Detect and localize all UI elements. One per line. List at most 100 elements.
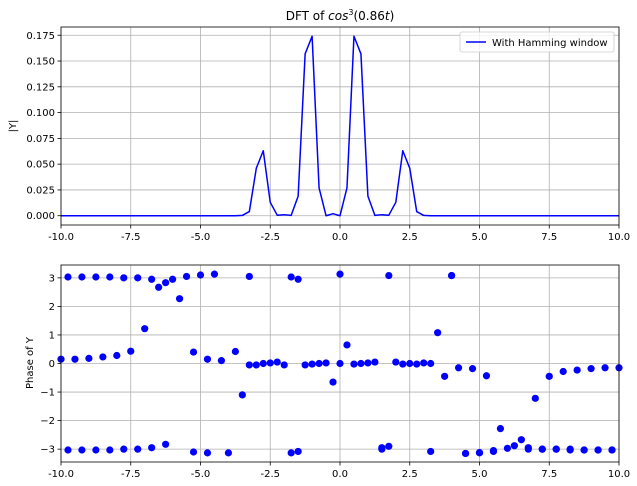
phase-point <box>336 359 344 368</box>
phase-point <box>580 446 588 454</box>
phase-point <box>287 273 295 281</box>
phase-y-tick-label: −2 <box>40 416 55 427</box>
phase-point <box>238 391 246 399</box>
phase-point <box>120 445 128 453</box>
magnitude-y-tick-label: 0.125 <box>26 82 55 93</box>
phase-point <box>210 270 219 278</box>
phase-point <box>301 361 309 369</box>
phase-point <box>106 273 114 281</box>
phase-point <box>482 372 491 380</box>
phase-point <box>545 372 553 380</box>
phase-point <box>175 295 184 303</box>
phase-point <box>64 446 72 454</box>
magnitude-chart-title: DFT of cos3(0.86t) <box>286 8 395 23</box>
phase-point <box>566 445 574 453</box>
phase-point <box>378 445 386 453</box>
magnitude-x-tick-label: 0.0 <box>332 232 348 243</box>
phase-point <box>357 359 365 368</box>
phase-point <box>608 446 616 454</box>
phase-point <box>148 444 156 452</box>
phase-point <box>294 275 302 283</box>
magnitude-y-axis-label: |Y| <box>8 120 19 133</box>
phase-plot: -10.0 -7.5 -5.0 -2.5 0.0 2.5 5.0 7.5 10.0 −3 −2 −1… <box>25 264 630 480</box>
phase-point <box>92 446 100 454</box>
phase-point <box>189 448 198 456</box>
phase-point <box>496 425 505 433</box>
phase-point <box>413 360 421 368</box>
phase-point <box>162 440 170 448</box>
phase-point <box>245 361 253 369</box>
magnitude-y-tick-label: 0.150 <box>26 57 55 68</box>
phase-point <box>468 365 477 373</box>
phase-point <box>434 329 442 337</box>
phase-y-tick-label: 3 <box>49 273 55 284</box>
phase-point <box>448 271 456 280</box>
phase-point <box>322 359 330 367</box>
phase-point <box>266 359 274 367</box>
phase-x-tick-label: 2.5 <box>402 469 418 480</box>
phase-point <box>503 444 511 452</box>
phase-point <box>427 359 435 368</box>
phase-x-ticks: -10.0 -7.5 -5.0 -2.5 0.0 2.5 5.0 7.5 10.0 <box>48 462 630 480</box>
phase-point <box>294 447 302 456</box>
phase-x-tick-label: -10.0 <box>48 469 74 480</box>
phase-point <box>343 341 351 349</box>
phase-point <box>245 272 253 281</box>
phase-point <box>336 270 344 278</box>
phase-point <box>78 273 86 281</box>
phase-point <box>273 358 281 366</box>
phase-point <box>113 351 121 360</box>
phase-point <box>169 275 177 283</box>
magnitude-x-tick-label: 5.0 <box>472 232 488 243</box>
phase-x-tick-label: -5.0 <box>191 469 211 480</box>
phase-y-tick-label: −1 <box>40 388 55 399</box>
phase-point <box>78 446 86 454</box>
phase-point <box>203 449 212 457</box>
phase-point <box>99 353 107 361</box>
phase-y-tick-label: 1 <box>49 330 55 341</box>
phase-point <box>601 364 609 372</box>
phase-point <box>420 359 428 367</box>
phase-point <box>475 448 484 457</box>
phase-x-tick-label: -7.5 <box>121 469 141 480</box>
phase-point <box>252 361 260 369</box>
phase-point <box>538 445 546 453</box>
magnitude-plot: -10.0 -7.5 -5.0 -2.5 0.0 2.5 5.0 7.5 10.0 0.0000… <box>8 8 630 243</box>
phase-y-ticks: −3 −2 −1 0 1 2 3 <box>40 273 61 456</box>
phase-point <box>134 274 142 282</box>
phase-point <box>182 272 191 281</box>
phase-x-tick-label: 7.5 <box>541 469 557 480</box>
legend-box <box>459 31 615 53</box>
phase-point <box>203 355 212 363</box>
magnitude-y-ticks: 0.000 0.025 0.050 0.075 0.100 0.125 0.150 0.175 <box>26 31 61 222</box>
phase-x-tick-label: -2.5 <box>260 469 280 480</box>
phase-point <box>259 359 267 368</box>
phase-point <box>217 357 226 365</box>
phase-point <box>141 325 149 333</box>
phase-point <box>406 359 414 368</box>
magnitude-x-tick-label: -2.5 <box>260 232 280 243</box>
phase-point <box>155 283 163 291</box>
phase-point <box>392 358 400 366</box>
magnitude-y-tick-label: 0.075 <box>26 134 55 145</box>
phase-x-tick-label: 10.0 <box>608 469 630 480</box>
magnitude-x-tick-label: -10.0 <box>48 232 74 243</box>
phase-point <box>106 446 114 454</box>
phase-point <box>92 273 100 281</box>
phase-point <box>134 445 142 453</box>
phase-x-tick-label: 0.0 <box>332 469 348 480</box>
phase-point <box>531 394 539 402</box>
phase-point <box>148 275 156 283</box>
legend-label: With Hamming window <box>492 38 608 49</box>
phase-point <box>559 367 567 376</box>
phase-point <box>196 271 205 279</box>
phase-point <box>441 372 449 380</box>
phase-point <box>385 271 393 280</box>
phase-point <box>64 273 72 281</box>
phase-point <box>364 359 372 367</box>
magnitude-x-tick-label: 7.5 <box>541 232 557 243</box>
phase-point <box>454 364 463 372</box>
phase-point <box>371 358 379 366</box>
phase-y-tick-label: −3 <box>40 445 55 456</box>
phase-point <box>427 447 435 456</box>
